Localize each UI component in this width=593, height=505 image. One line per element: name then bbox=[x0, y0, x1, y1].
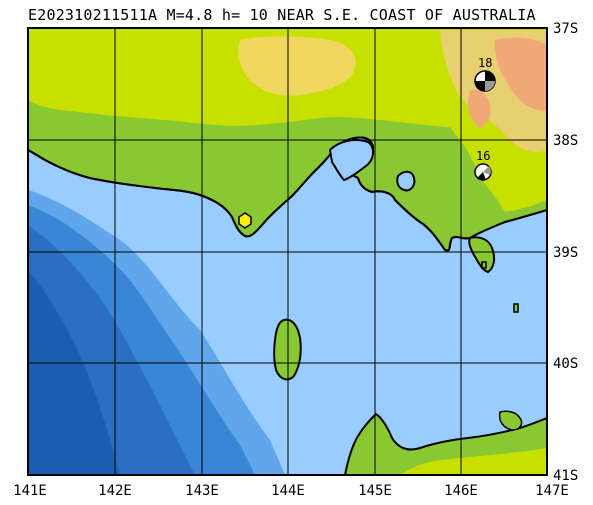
western-port bbox=[396, 170, 416, 192]
small-island-2 bbox=[513, 303, 519, 313]
beachball-event-16 bbox=[474, 163, 492, 181]
ocean-deep-band-4 bbox=[28, 270, 120, 475]
lat-label-41s: 41S bbox=[553, 468, 579, 484]
lon-label-144e: 144E bbox=[271, 483, 305, 499]
epicenter-hexagon-marker bbox=[238, 212, 252, 229]
small-island-1 bbox=[481, 261, 487, 269]
map-title: E202310211511A M=4.8 h= 10 NEAR S.E. COA… bbox=[28, 6, 536, 24]
graticule bbox=[28, 28, 547, 475]
lon-label-141e: 141E bbox=[13, 483, 47, 499]
wilsons-promontory bbox=[468, 236, 496, 274]
map-frame bbox=[27, 27, 548, 476]
highland-zone bbox=[238, 36, 356, 96]
beachball-event-18 bbox=[474, 70, 496, 92]
lat-label-39s: 39S bbox=[553, 245, 579, 261]
lon-label-146e: 146E bbox=[444, 483, 478, 499]
tasmania-upland bbox=[400, 448, 547, 475]
peaks-zone-2 bbox=[468, 89, 491, 128]
event-label-18: 18 bbox=[478, 56, 493, 70]
peaks-zone bbox=[494, 37, 547, 111]
coastline-mainland bbox=[28, 136, 547, 252]
lon-label-147e: 147E bbox=[535, 483, 569, 499]
lon-label-142e: 142E bbox=[98, 483, 132, 499]
lat-label-40s: 40S bbox=[553, 356, 579, 372]
flinders-island bbox=[498, 410, 523, 431]
lon-label-145e: 145E bbox=[358, 483, 392, 499]
lat-label-37s: 37S bbox=[553, 21, 579, 37]
lon-label-143e: 143E bbox=[185, 483, 219, 499]
king-island bbox=[273, 318, 302, 381]
lat-label-38s: 38S bbox=[553, 133, 579, 149]
event-label-16: 16 bbox=[476, 149, 491, 163]
